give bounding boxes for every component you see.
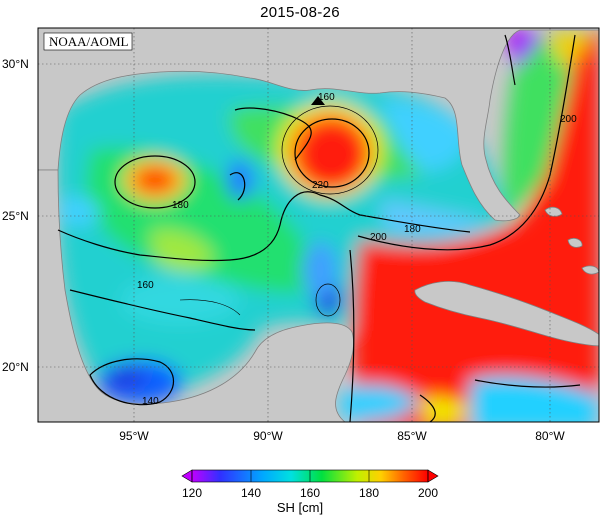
lon-label: 90°W: [253, 429, 283, 443]
contour-label: 160: [318, 92, 335, 103]
lon-label: 85°W: [397, 429, 427, 443]
contour-label: 220: [312, 180, 329, 191]
colorbar-tick: 160: [300, 486, 320, 500]
contour-lines: [57, 34, 581, 422]
contour-label-group: 140 160 180 200 220 160 180 200: [137, 92, 577, 407]
coastline: [38, 28, 599, 422]
credit-label: NOAA/AOML: [49, 34, 129, 49]
lat-label: 20°N: [2, 360, 29, 374]
station-marker-icon: [311, 96, 325, 105]
contour-label: 180: [172, 200, 189, 211]
colorbar: 120 140 160 180 200: [181, 469, 439, 500]
contour-label: 200: [370, 232, 387, 243]
contour-label: 200: [560, 114, 577, 125]
colorbar-tick: 200: [418, 486, 438, 500]
colorbar-label: SH [cm]: [276, 500, 324, 515]
lat-label: 25°N: [2, 209, 29, 223]
colorbar-tick: 180: [359, 486, 379, 500]
map-frame: [37, 27, 600, 423]
colorbar-tick: 120: [182, 486, 202, 500]
credit-box: [43, 32, 133, 51]
sea-height-field: [55, 30, 599, 422]
lon-label: 80°W: [535, 429, 565, 443]
colorbar-tick: 140: [241, 486, 261, 500]
map-title: 2015-08-26: [260, 4, 340, 21]
contour-label: 160: [137, 280, 154, 291]
lon-label: 95°W: [119, 429, 149, 443]
lat-label: 30°N: [2, 57, 29, 71]
contour-label: 140: [142, 396, 159, 407]
contour-label: 180: [404, 224, 421, 235]
graticule: [38, 28, 599, 422]
